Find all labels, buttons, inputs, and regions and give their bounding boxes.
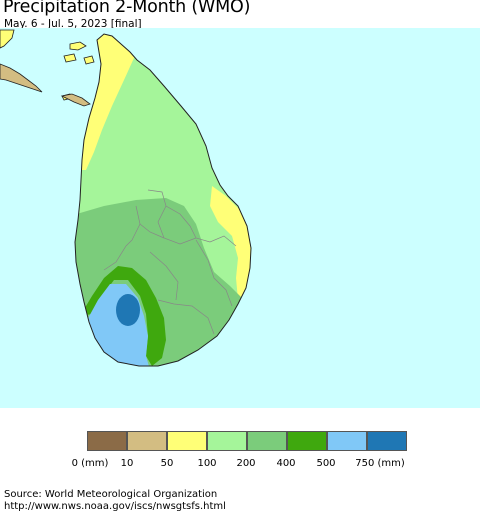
legend-label-5: 400 [276,458,296,469]
legend-label-2: 50 [160,458,174,469]
legend-label-3: 100 [197,458,217,469]
legend-label-0: 0 (mm) [71,458,109,469]
india-coast [0,29,15,49]
legend-label-7: 750 (mm) [355,458,405,469]
source-url-link[interactable]: http://www.nws.noaa.gov/iscs/nwsgtsfs.ht… [4,501,226,512]
legend-swatch-2 [167,431,207,451]
northern-islands [61,41,95,101]
legend-swatch-4 [247,431,287,451]
legend-label-6: 500 [316,458,336,469]
india-dry-patch [0,63,43,93]
legend-swatch-3 [207,431,247,451]
district-boundaries [103,189,237,335]
legend-swatch-7 [367,431,407,451]
source-line: Source: World Meteorological Organizatio… [4,489,218,500]
sri-lanka-coastline [74,33,252,367]
date-range-subtitle: May. 6 - Jul. 5, 2023 [final] [4,18,142,30]
map-svg [0,29,252,367]
legend-label-1: 10 [120,458,134,469]
legend-swatch-1 [127,431,167,451]
precipitation-map [0,28,480,408]
page-title: Precipitation 2-Month (WMO) [3,0,251,17]
legend-swatch-0 [87,431,127,451]
legend-swatch-6 [327,431,367,451]
legend-swatch-5 [287,431,327,451]
legend-label-4: 200 [236,458,256,469]
mannar-island [60,93,91,107]
source-credit: Source: World Meteorological Organizatio… [4,489,226,513]
